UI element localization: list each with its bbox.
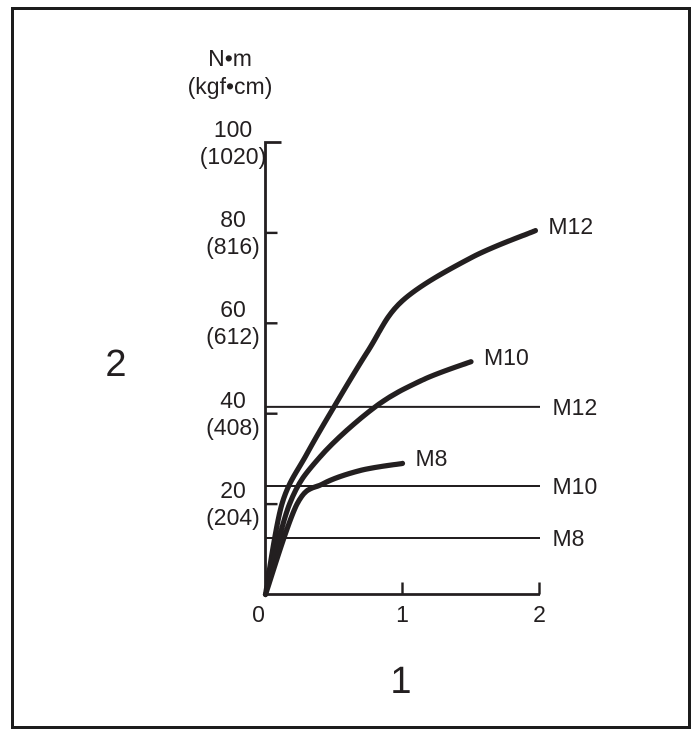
unit-newton-meter: N•m xyxy=(208,45,252,71)
curve-m12 xyxy=(262,228,538,598)
unit-kgf-cm: (kgf•cm) xyxy=(187,73,273,99)
callout-y-axis: 2 xyxy=(105,343,127,385)
y-axis-unit-label: N•m (kgf•cm) xyxy=(160,44,300,100)
curve-m8 xyxy=(262,460,406,598)
figure-border xyxy=(11,7,691,729)
callout-x-axis: 1 xyxy=(390,660,412,702)
curve-m10 xyxy=(262,359,474,598)
axes xyxy=(264,141,540,596)
